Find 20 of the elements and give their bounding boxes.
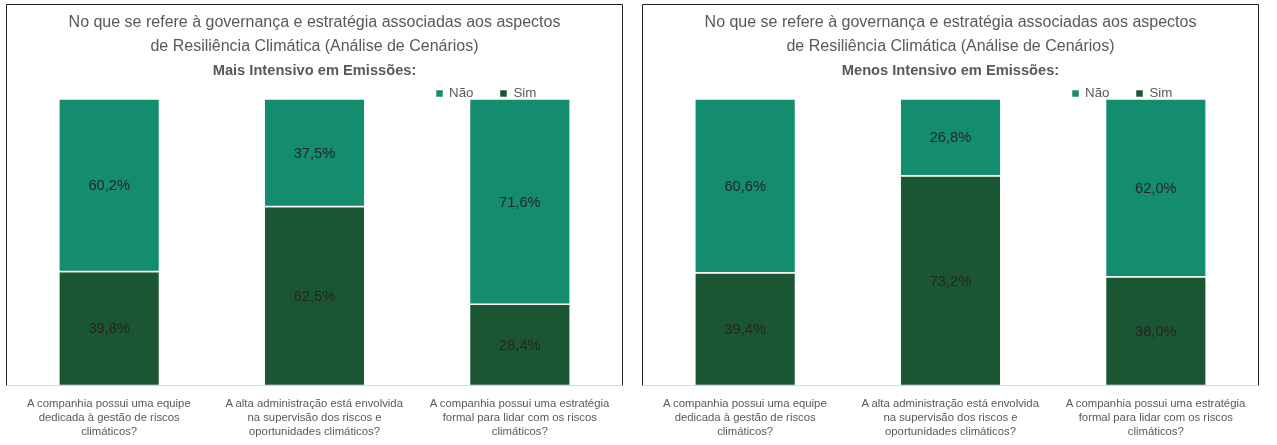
data-label: 37,5% (293, 144, 336, 161)
chart-title: No que se refere à governança e estratégia associadas aos aspectos de Resiliência Climática (Análise de Cenários) (704, 13, 1197, 55)
data-label: 71,6% (499, 193, 541, 210)
chart-title: No que se refere à governança e estratégia associadas aos aspectos de Resiliência Climática (Análise de Cenários) (68, 13, 561, 55)
data-label: 62,0% (1135, 179, 1177, 196)
x-tick-label: A companhia possui uma equipe dedicada à gestão de riscos climáticos? (662, 396, 827, 438)
x-tick-label: A companhia possui uma equipe dedicada à gestão de riscos climáticos? (26, 396, 191, 438)
chart-subtitle: Mais Intensivo em Emissões: (212, 61, 417, 78)
data-label: 26,8% (929, 129, 972, 146)
x-tick-label: A alta administração está envolvida na supervisão dos riscos e oportunidades climáticos? (861, 396, 1040, 438)
x-tick-label: A companhia possui uma estratégia formal para lidar com os riscos climáticos? (429, 396, 610, 438)
legend-label: Sim (1149, 85, 1173, 100)
x-tick-label: A companhia possui uma estratégia formal para lidar com os riscos climáticos? (1065, 396, 1246, 438)
legend-label: Não (1085, 85, 1110, 100)
data-label: 60,6% (724, 177, 766, 194)
chart-subtitle: Menos Intensivo em Emissões: (841, 61, 1060, 78)
legend-label: Sim (513, 85, 537, 100)
data-label: 60,2% (88, 177, 130, 194)
x-tick-label: A alta administração está envolvida na supervisão dos riscos e oportunidades climáticos? (225, 396, 404, 438)
legend-label: Não (449, 85, 474, 100)
